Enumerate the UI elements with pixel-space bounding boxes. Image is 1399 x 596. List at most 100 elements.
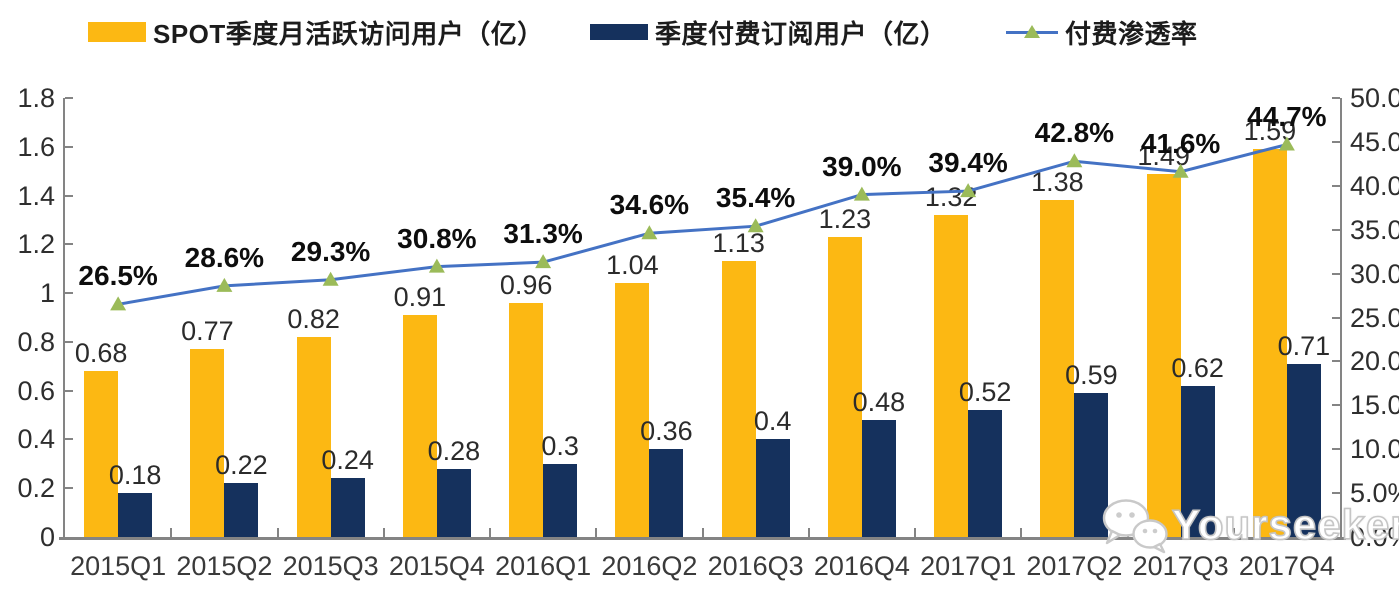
y-axis-right-tick (1332, 184, 1340, 187)
y-axis-left-line (63, 98, 65, 539)
x-axis-label: 2016Q3 (707, 551, 804, 581)
mau-value-label: 0.96 (499, 269, 553, 300)
y-axis-left-label: 0.8 (17, 326, 55, 357)
subscribers-value-label: 0.22 (215, 450, 268, 481)
penetration-marker (216, 277, 233, 292)
y-axis-left-tick (65, 145, 73, 148)
mau-value-label: 0.91 (393, 282, 447, 313)
legend-label-penetration: 付费渗透率 (1065, 18, 1198, 49)
penetration-line-swatch (1006, 21, 1058, 43)
subscribers-bar (543, 463, 578, 537)
y-axis-right-tick (1332, 448, 1340, 451)
penetration-marker (428, 258, 445, 273)
mau-value-label: 0.68 (74, 338, 128, 369)
legend-item-mau: SPOT季度月活跃访问用户（亿） (88, 16, 544, 49)
y-axis-right-tick (1332, 228, 1340, 231)
legend-item-subscribers: 季度付费订阅用户（亿） (590, 16, 947, 49)
y-axis-right-label: 45.0% (1350, 126, 1399, 157)
y-axis-left-tick (65, 340, 73, 343)
x-axis-tick (807, 528, 810, 537)
watermark: Yourseeker (1100, 496, 1399, 554)
y-axis-left-label: 1.6 (17, 131, 55, 162)
x-axis-tick (595, 528, 598, 537)
y-axis-right-label: 0.0% (1350, 522, 1399, 552)
x-axis-label: 2015Q1 (70, 551, 167, 581)
y-axis-left-tick (65, 487, 73, 490)
y-axis-left-tick (65, 389, 73, 392)
y-axis-left-tick (65, 194, 73, 197)
x-axis-label: 2017Q2 (1026, 551, 1123, 581)
x-axis-label: 2017Q3 (1132, 551, 1229, 581)
mau-value-label: 1.23 (818, 204, 872, 235)
penetration-point-label: 42.8% (1034, 117, 1115, 149)
subscribers-bar (968, 410, 1003, 537)
y-axis-right-tick (1332, 272, 1340, 275)
x-axis-tick (701, 528, 704, 537)
y-axis-left-label: 0.4 (17, 424, 55, 455)
y-axis-right-tick (1332, 97, 1340, 99)
x-axis-tick (382, 528, 385, 537)
y-axis-left-tick (65, 97, 73, 99)
mau-series-swatch (88, 22, 146, 42)
subscribers-bar (755, 439, 790, 537)
x-axis-tick (914, 528, 916, 537)
subscribers-bar (224, 483, 259, 537)
y-axis-right-label: 30.0% (1350, 258, 1399, 289)
x-axis-tick (276, 528, 279, 537)
y-axis-right-line (1340, 98, 1342, 539)
y-axis-left-label: 0 (39, 522, 55, 552)
x-axis-label: 2016Q4 (813, 551, 910, 581)
x-axis-label: 2015Q2 (176, 551, 273, 581)
subscribers-bar (330, 478, 365, 537)
x-axis-label: 2017Q1 (920, 551, 1017, 581)
subscribers-series-swatch (590, 24, 648, 40)
y-axis-right-label: 20.0% (1350, 346, 1399, 377)
subscribers-bar (436, 468, 471, 537)
y-axis-right-tick (1332, 404, 1340, 407)
subscribers-value-label: 0.71 (1277, 330, 1331, 361)
mau-value-label: 1.04 (606, 250, 659, 281)
y-axis-left-label: 1 (39, 278, 55, 309)
mau-value-label: 0.77 (181, 316, 234, 347)
y-axis-right-label: 35.0% (1350, 214, 1399, 245)
x-axis-label: 2017Q4 (1238, 551, 1335, 581)
y-axis-right-tick (1332, 316, 1340, 319)
watermark-text: Yourseeker (1171, 500, 1399, 549)
subscribers-value-label: 0.36 (640, 416, 693, 447)
subscribers-bar (118, 493, 153, 537)
subscribers-bar (861, 419, 896, 537)
y-axis-left-tick (65, 243, 73, 246)
mau-bar (190, 349, 225, 537)
y-axis-right-label: 40.0% (1350, 170, 1399, 201)
subscribers-bar (1074, 393, 1109, 537)
y-axis-right-label: 25.0% (1350, 302, 1399, 333)
y-axis-right-tick (1332, 492, 1340, 495)
subscribers-value-label: 0.24 (321, 445, 374, 476)
penetration-marker (853, 186, 870, 201)
y-axis-left-tick (65, 438, 73, 441)
subscribers-value-label: 0.18 (108, 460, 162, 491)
y-axis-left-label: 1.2 (17, 229, 55, 260)
y-axis-right-label: 10.0% (1350, 434, 1399, 465)
penetration-marker (535, 254, 552, 269)
mau-bar (934, 215, 969, 537)
y-axis-left-tick (65, 292, 73, 295)
mau-value-label: 1.32 (924, 182, 978, 213)
mau-bar (615, 283, 650, 537)
penetration-marker (641, 225, 658, 240)
x-axis-label: 2016Q1 (495, 551, 592, 581)
subscribers-bar (1180, 385, 1215, 537)
wechat-icon (1102, 499, 1168, 554)
x-axis-label: 2015Q3 (282, 551, 379, 581)
penetration-point-label: 44.7% (1247, 100, 1327, 132)
x-axis-tick (1232, 528, 1235, 537)
mau-value-label: 1.38 (1031, 167, 1084, 198)
penetration-marker (110, 296, 127, 311)
mau-value-label: 0.82 (287, 304, 340, 334)
subscribers-bar (649, 449, 684, 537)
y-axis-right-label: 50.0% (1350, 83, 1399, 113)
x-axis-tick (170, 528, 173, 537)
mau-value-label: 1.13 (712, 228, 765, 259)
y-axis-right-label: 5.0% (1350, 478, 1399, 509)
